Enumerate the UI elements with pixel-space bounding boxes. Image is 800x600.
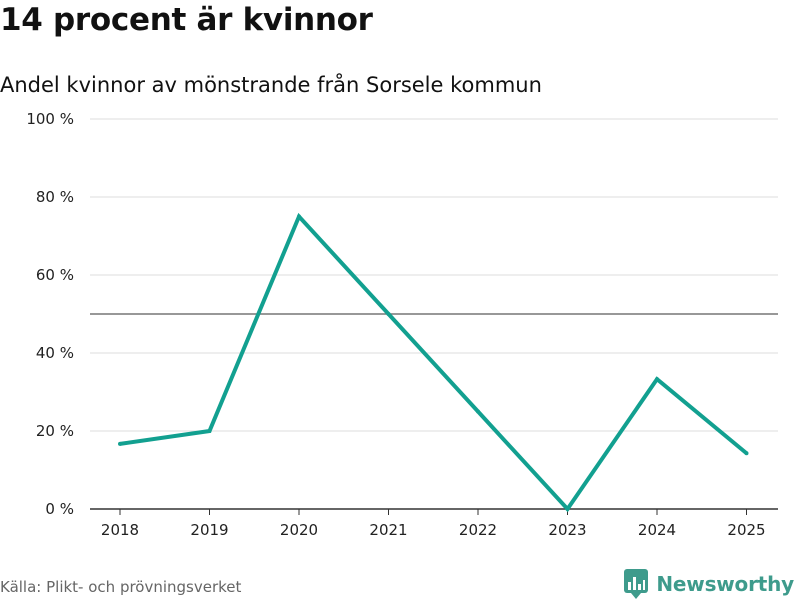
x-axis: 2018 2019 2020 2021 2022 2023 2024 2025: [90, 508, 778, 539]
x-tick-label: 2022: [459, 521, 497, 539]
brand-logo: Newsworthy: [624, 569, 794, 599]
data-point-2025: [744, 451, 749, 456]
y-axis-ticks: 0 % 20 % 40 % 60 % 80 % 100 %: [26, 110, 74, 518]
data-point-2022: [476, 409, 480, 414]
data-point-2024: [655, 377, 659, 382]
data-point-2019: [207, 429, 212, 433]
newsworthy-logo-icon: [624, 569, 649, 599]
x-tick-label: 2019: [190, 521, 228, 539]
data-point-2020: [297, 214, 301, 219]
y-tick-label: 80 %: [36, 188, 74, 206]
chart-title: 14 procent är kvinnor: [0, 2, 373, 38]
series-group: [118, 212, 749, 513]
x-tick-label: 2023: [548, 521, 586, 539]
x-tick-label: 2024: [638, 521, 676, 539]
y-tick-label: 0 %: [45, 500, 74, 518]
data-point-2023: [565, 507, 570, 511]
series-line-andel-kvinnor: [119, 212, 748, 513]
brand-name: Newsworthy: [656, 572, 794, 596]
x-tick-label: 2021: [369, 521, 407, 539]
gridlines: [90, 118, 778, 432]
y-tick-label: 20 %: [36, 422, 74, 440]
y-tick-label: 60 %: [36, 266, 74, 284]
chart-subtitle: Andel kvinnor av mönstrande från Sorsele…: [0, 73, 542, 97]
x-tick-label: 2020: [280, 521, 318, 539]
y-tick-label: 40 %: [36, 344, 74, 362]
y-tick-label: 100 %: [26, 110, 74, 128]
x-tick-label: 2025: [727, 521, 765, 539]
data-point-2021: [386, 312, 391, 316]
data-point-2018: [118, 441, 122, 446]
source-note: Källa: Plikt- och prövningsverket: [0, 578, 242, 596]
x-tick-label: 2018: [101, 521, 139, 539]
